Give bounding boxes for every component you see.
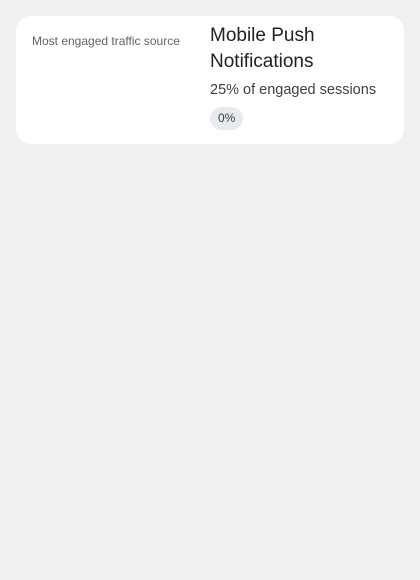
traffic-source-card: Most engaged traffic source Mobile Push … [16,16,404,144]
engaged-sessions-share: 25% of engaged sessions [210,82,377,98]
card-body: Mobile Push Notifications 25% of engaged… [210,23,396,130]
traffic-source-title: Mobile Push Notifications [210,25,315,72]
card-label: Most engaged traffic source [32,34,180,48]
change-badge: 0% [210,107,244,130]
